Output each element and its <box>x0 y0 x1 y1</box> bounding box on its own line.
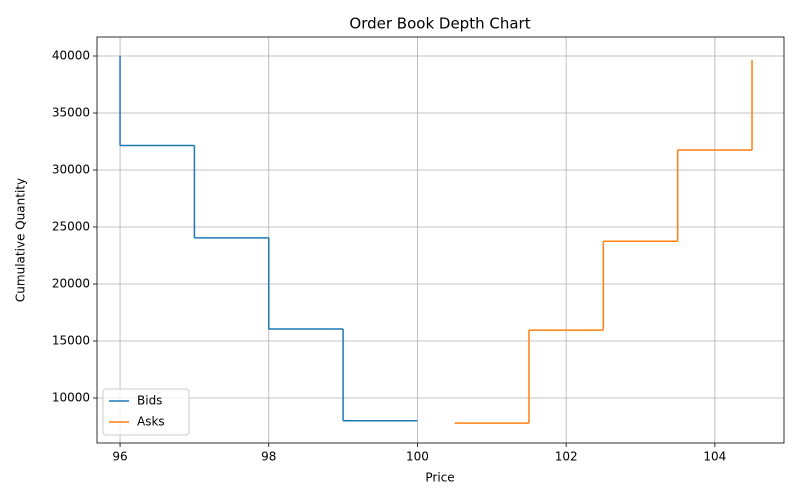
plot-frame <box>96 36 785 444</box>
x-tick-label: 100 <box>406 450 429 464</box>
y-axis-label: Cumulative Quantity <box>14 178 28 302</box>
y-tick-label: 30000 <box>52 163 90 177</box>
y-tick-label: 20000 <box>52 277 90 291</box>
y-tick-label: 15000 <box>52 334 90 348</box>
legend-label: Bids <box>137 394 162 408</box>
x-tick-label: 104 <box>703 450 726 464</box>
x-tick-label: 96 <box>112 450 127 464</box>
x-tick-label: 102 <box>555 450 578 464</box>
y-tick-label: 40000 <box>52 49 90 63</box>
y-tick-label: 35000 <box>52 106 90 120</box>
x-tick-label: 98 <box>261 450 276 464</box>
x-axis-label: Price <box>425 471 454 485</box>
y-tick-label: 25000 <box>52 220 90 234</box>
y-tick-label: 10000 <box>52 391 90 405</box>
legend-label: Asks <box>137 415 165 429</box>
chart-title: Order Book Depth Chart <box>349 15 530 33</box>
